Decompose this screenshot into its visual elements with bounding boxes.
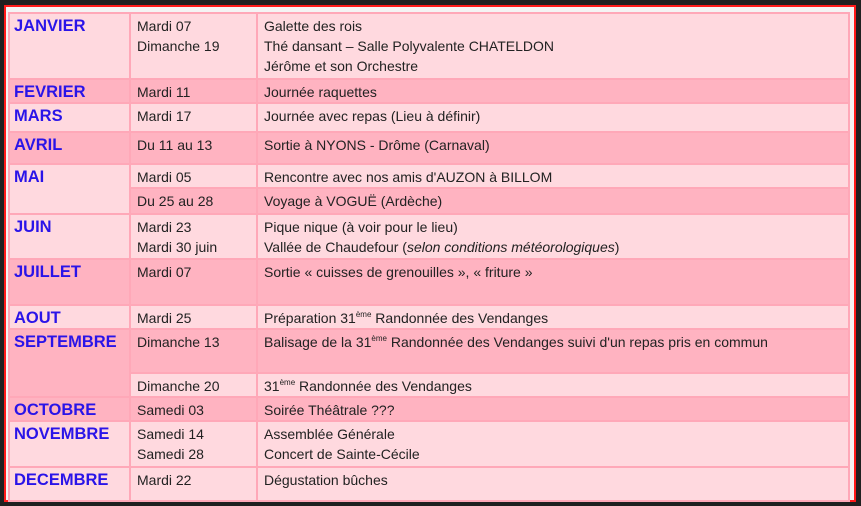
date-cell: Mardi 22 [129,466,258,502]
month-cell: JUILLET [8,258,131,306]
table-row: AVRIL Du 11 au 13 Sortie à NYONS - Drôme… [8,131,850,165]
event-cell: Rencontre avec nos amis d'AUZON à BILLOM [256,163,850,189]
table-row: NOVEMBRE Samedi 14 Samedi 28 Assemblée Gé… [8,420,850,468]
event-cell: Journée raquettes [256,78,850,104]
date-cell: Mardi 07 [129,258,258,306]
month-cell: NOVEMBRE [8,420,131,468]
event-cell: Soirée Théâtrale ??? [256,396,850,422]
date-cell: Mardi 25 [129,304,258,330]
date-cell: Mardi 17 [129,102,258,133]
date-cell: Mardi 11 [129,78,258,104]
event-cell: Sortie à NYONS - Drôme (Carnaval) [256,131,850,165]
date-cell: Mardi 07 Dimanche 19 [129,12,258,80]
month-cell: AVRIL [8,131,131,165]
event-cell: Sortie « cuisses de grenouilles », « fri… [256,258,850,306]
table-row: AOUT Mardi 25 Préparation 31ème Randonné… [8,304,850,330]
table-row: SEPTEMBRE Dimanche 13 Balisage de la 31è… [8,328,850,398]
date-cell: Mardi 05 [129,163,258,189]
event-cell: Préparation 31ème Randonnée des Vendange… [256,304,850,330]
table-row: MARS Mardi 17 Journée avec repas (Lieu à… [8,102,850,133]
table-row: JUIN Mardi 23 Mardi 30 juin Pique nique (… [8,213,850,260]
table-row: Dimanche 20 31ème Randonnée des Vendange… [9,372,850,398]
event-cell: Balisage de la 31ème Randonnée des Venda… [256,328,850,374]
event-cell: Journée avec repas (Lieu à définir) [256,102,850,133]
event-cell: Assemblée Générale Concert de Sainte-Céci… [256,420,850,468]
date-cell: Dimanche 13 [129,328,258,374]
event-cell: Galette des rois Thé dansant – Salle Poly… [256,12,850,80]
month-cell: DECEMBRE [8,466,131,502]
table-row: JUILLET Mardi 07 Sortie « cuisses de gre… [8,258,850,306]
date-cell: Samedi 03 [129,396,258,422]
date-cell: Mardi 23 Mardi 30 juin [129,213,258,260]
date-cell: Du 25 au 28 [129,187,258,215]
date-cell: Du 11 au 13 [129,131,258,165]
event-cell: Pique nique (à voir pour le lieu) Vallée … [256,213,850,260]
month-cell: FEVRIER [8,78,131,104]
month-cell: JANVIER [8,12,131,80]
table-row: DECEMBRE Mardi 22 Dégustation bûches [8,466,850,502]
month-cell: AOUT [8,304,131,330]
date-cell: Samedi 14 Samedi 28 [129,420,258,468]
table-row: MAI Mardi 05 Rencontre avec nos amis d'A… [8,163,850,215]
event-cell: 31ème Randonnée des Vendanges [256,372,850,398]
month-cell: JUIN [8,213,131,260]
table-row: JANVIER Mardi 07 Dimanche 19 Galette des … [8,12,850,80]
table-row: Du 25 au 28 Voyage à VOGUË (Ardèche) [9,187,850,215]
month-cell: MARS [8,102,131,133]
event-cell: Dégustation bûches [256,466,850,502]
month-cell: SEPTEMBRE [8,328,131,398]
event-cell: Voyage à VOGUË (Ardèche) [256,187,850,215]
calendar-frame: JANVIER Mardi 07 Dimanche 19 Galette des … [4,5,856,502]
calendar-table: JANVIER Mardi 07 Dimanche 19 Galette des … [8,12,850,502]
month-cell: OCTOBRE [8,396,131,422]
table-row: OCTOBRE Samedi 03 Soirée Théâtrale ??? [8,396,850,422]
table-row: FEVRIER Mardi 11 Journée raquettes [8,78,850,104]
date-cell: Dimanche 20 [129,372,258,398]
month-cell: MAI [8,163,131,215]
